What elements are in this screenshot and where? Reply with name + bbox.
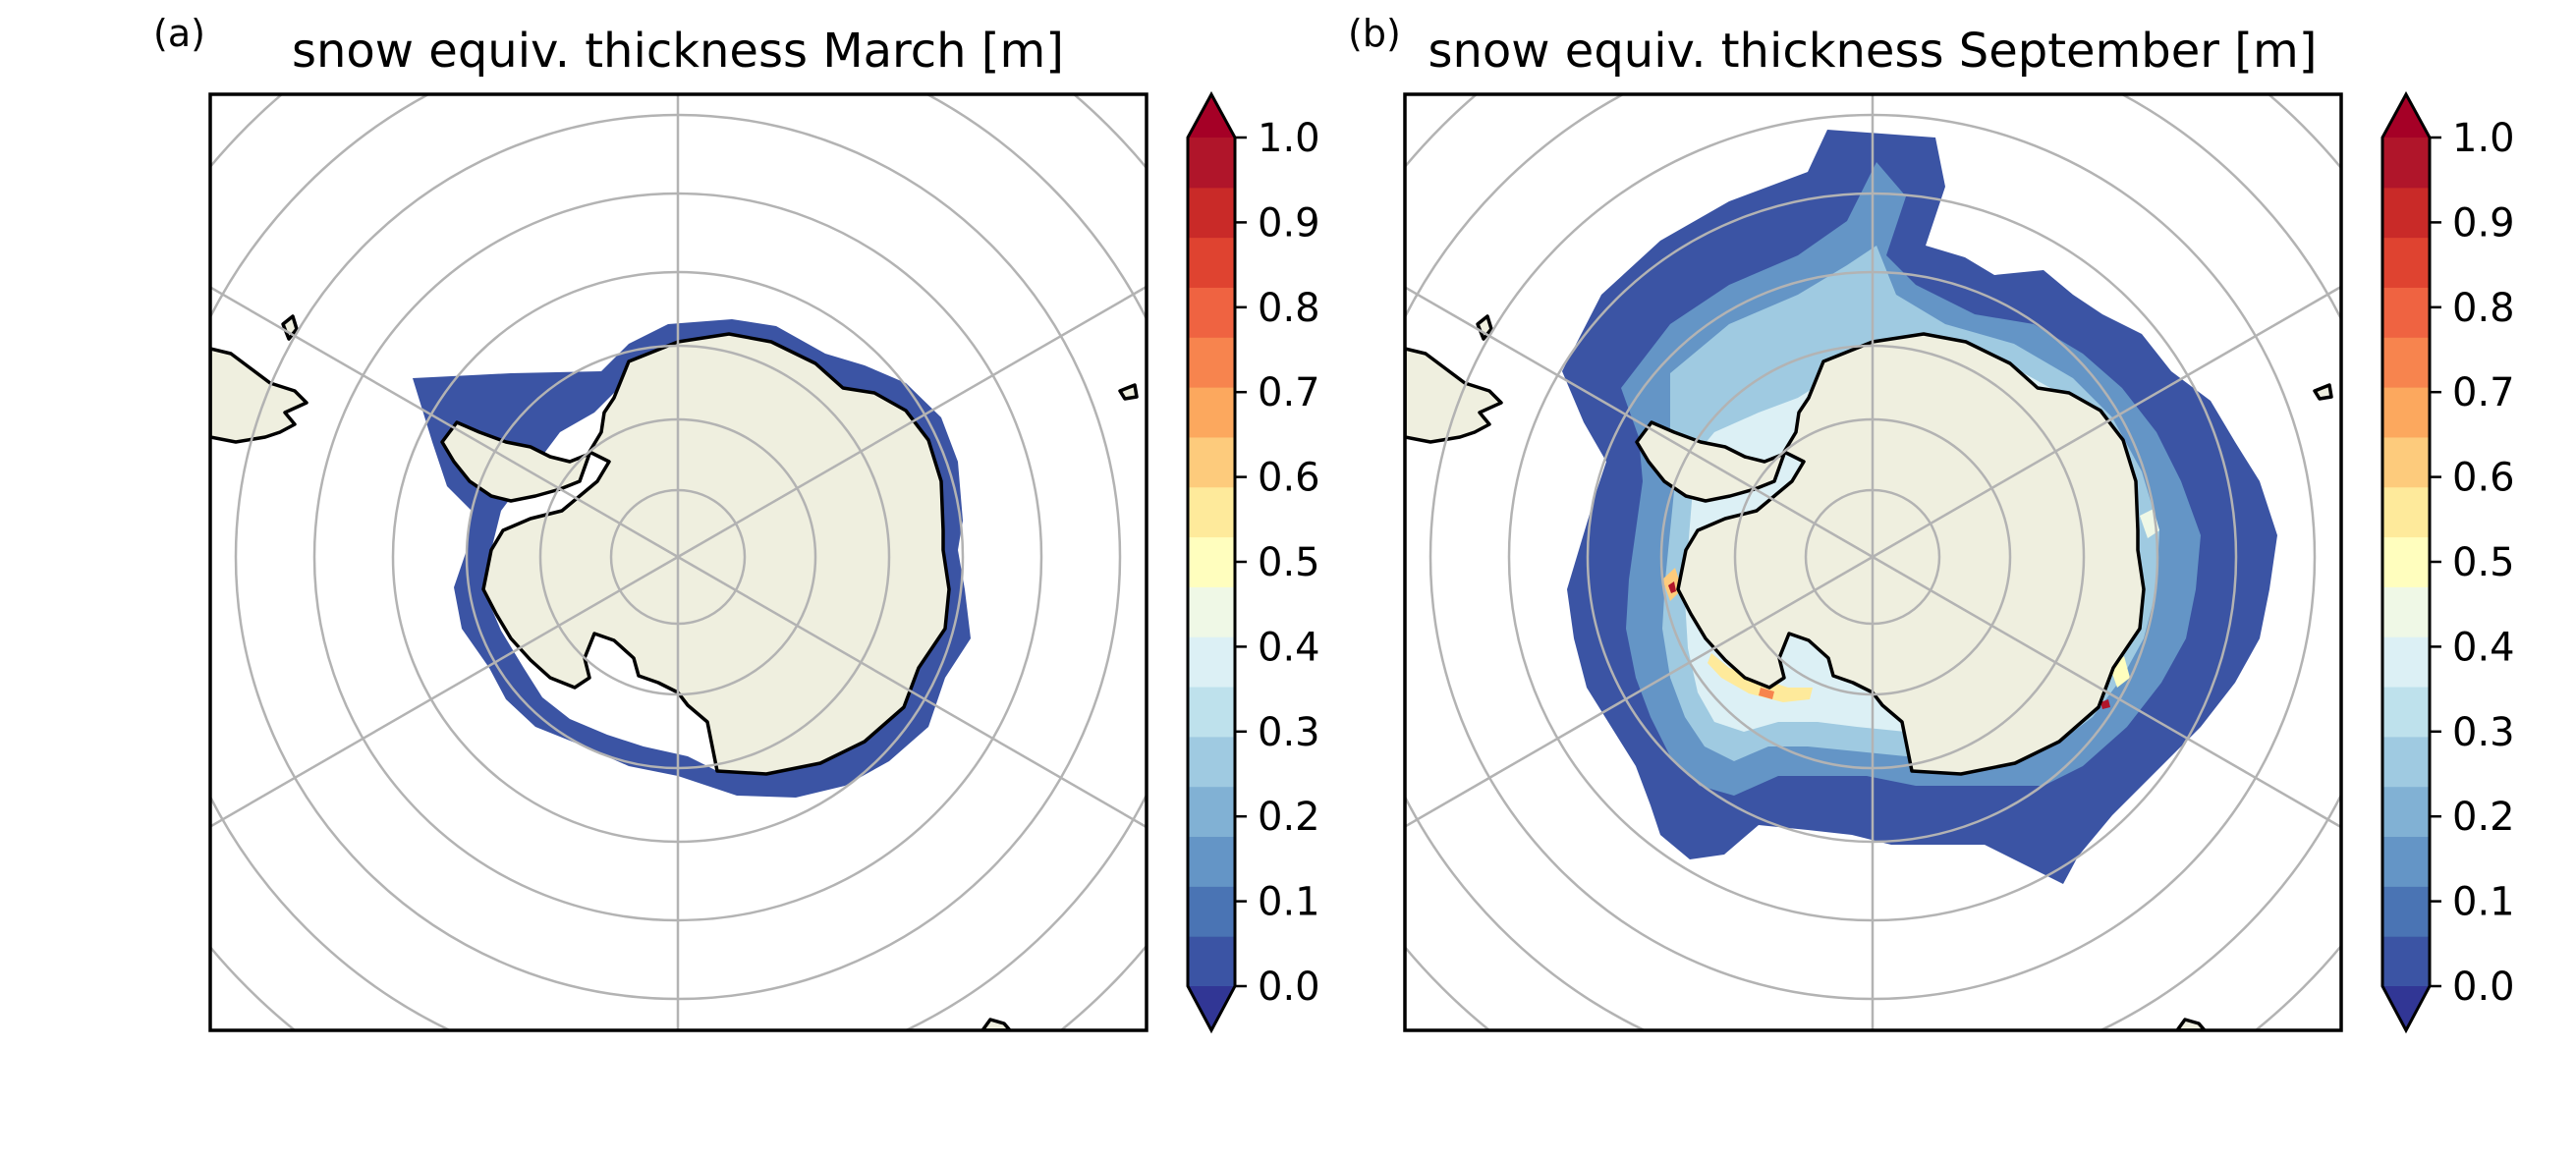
hotspot bbox=[2100, 699, 2110, 709]
colorbar-segment bbox=[2382, 586, 2430, 637]
island bbox=[281, 314, 299, 341]
colorbar-extend-max bbox=[1188, 94, 1235, 138]
colorbar-segment bbox=[1188, 287, 1235, 338]
colorbar-tick-label: 0.1 bbox=[2452, 880, 2515, 925]
colorbar-tick-label: 0.9 bbox=[1258, 200, 1320, 246]
island bbox=[980, 1018, 1012, 1030]
colorbar-segment bbox=[1188, 886, 1235, 937]
island bbox=[1118, 383, 1139, 401]
snow-ring bbox=[413, 319, 971, 798]
colorbar-segment bbox=[2382, 886, 2430, 937]
colorbar-segment bbox=[2382, 786, 2430, 838]
hotspot bbox=[1708, 653, 1813, 702]
colorbar-segment bbox=[1188, 436, 1235, 488]
map-frame bbox=[208, 92, 1148, 1032]
colorbar-segment bbox=[2382, 536, 2430, 587]
colorbar-segment bbox=[2382, 237, 2430, 288]
hotspot bbox=[1759, 688, 1774, 699]
colorbar-tick-label: 1.0 bbox=[2452, 116, 2515, 161]
panel-march: (a) snow equiv. thickness March [m] bbox=[153, 12, 1320, 1034]
colorbar-extend-min bbox=[1188, 986, 1235, 1030]
colorbar-tick-label: 0.4 bbox=[2452, 625, 2515, 670]
colorbar-segment bbox=[1188, 337, 1235, 388]
colorbar-segment bbox=[2382, 687, 2430, 738]
graticule bbox=[210, 94, 1147, 1030]
colorbar-tick-label: 0.1 bbox=[1258, 880, 1320, 925]
colorbar-segment bbox=[2382, 486, 2430, 538]
colorbar-segment bbox=[2382, 387, 2430, 438]
colorbar-tick-label: 0.9 bbox=[2452, 200, 2515, 246]
colorbar-tick-label: 0.4 bbox=[1258, 625, 1320, 670]
colorbar-segment bbox=[1188, 586, 1235, 637]
colorbar-segment bbox=[2382, 436, 2430, 488]
panel-label: (b) bbox=[1348, 12, 1401, 55]
colorbar-tick-label: 0.5 bbox=[1258, 540, 1320, 585]
colorbar-tick-label: 0.2 bbox=[1258, 795, 1320, 840]
map-area bbox=[210, 94, 1147, 1030]
colorbar-segment bbox=[1188, 736, 1235, 788]
chart-title: snow equiv. thickness September [m] bbox=[1428, 24, 2317, 79]
colorbar-segment bbox=[1188, 138, 1235, 189]
colorbar-segment bbox=[1188, 636, 1235, 688]
map-area bbox=[1405, 94, 2341, 1030]
south-america-land bbox=[1405, 347, 1503, 444]
colorbar-segment bbox=[1188, 387, 1235, 438]
colorbar-tick-label: 1.0 bbox=[1258, 116, 1320, 161]
colorbar-tick-label: 0.5 bbox=[2452, 540, 2515, 585]
colorbar-segment bbox=[1188, 687, 1235, 738]
colorbar-tick-label: 0.6 bbox=[2452, 456, 2515, 501]
colorbar-tick-label: 0.3 bbox=[1258, 710, 1320, 755]
map-frame bbox=[1403, 92, 2343, 1032]
graticule bbox=[1405, 94, 2341, 1030]
colorbar-tick-label: 0.0 bbox=[1258, 965, 1320, 1010]
colorbar: 0.0 0.1 0.2 0.3 0.4 0.5 0.6 0.7 0.8 0.9 1.0 bbox=[1186, 90, 1320, 1034]
colorbar-extend-min bbox=[2382, 986, 2430, 1030]
colorbar-tick-label: 0.2 bbox=[2452, 795, 2515, 840]
island bbox=[1476, 314, 1493, 341]
colorbar-segment bbox=[2382, 636, 2430, 688]
colorbar-extend-max bbox=[2382, 94, 2430, 138]
colorbar-segment bbox=[2382, 936, 2430, 987]
hotspot bbox=[1668, 581, 1676, 593]
colorbar-segment bbox=[2382, 736, 2430, 788]
colorbar-segment bbox=[2382, 337, 2430, 388]
island bbox=[2175, 1018, 2207, 1030]
colorbar-tick-label: 0.8 bbox=[1258, 286, 1320, 331]
chart-title: snow equiv. thickness March [m] bbox=[292, 24, 1064, 79]
colorbar-segment bbox=[1188, 936, 1235, 987]
colorbar-segment bbox=[2382, 187, 2430, 239]
snow-field bbox=[413, 319, 971, 798]
colorbar-segment bbox=[2382, 287, 2430, 338]
colorbar-segment bbox=[2382, 138, 2430, 189]
panel-september: (b) snow equiv. thickness September [m] bbox=[1348, 12, 2515, 1034]
south-america-land bbox=[210, 347, 308, 444]
island bbox=[2313, 383, 2333, 401]
colorbar-tick-label: 0.3 bbox=[2452, 710, 2515, 755]
colorbar-segment bbox=[1188, 786, 1235, 838]
colorbar: 0.0 0.1 0.2 0.3 0.4 0.5 0.6 0.7 0.8 0.9 1.0 bbox=[2380, 90, 2515, 1034]
panel-label: (a) bbox=[153, 12, 205, 55]
colorbar-tick-label: 0.0 bbox=[2452, 965, 2515, 1010]
colorbar-segment bbox=[1188, 237, 1235, 288]
colorbar-segment bbox=[1188, 486, 1235, 538]
colorbar-segment bbox=[1188, 187, 1235, 239]
colorbar-segment bbox=[2382, 836, 2430, 887]
colorbar-tick-label: 0.7 bbox=[2452, 370, 2515, 415]
colorbar-segment bbox=[1188, 836, 1235, 887]
colorbar-tick-label: 0.8 bbox=[2452, 286, 2515, 331]
colorbar-tick-label: 0.6 bbox=[1258, 456, 1320, 501]
colorbar-segment bbox=[1188, 536, 1235, 587]
colorbar-tick-label: 0.7 bbox=[1258, 370, 1320, 415]
